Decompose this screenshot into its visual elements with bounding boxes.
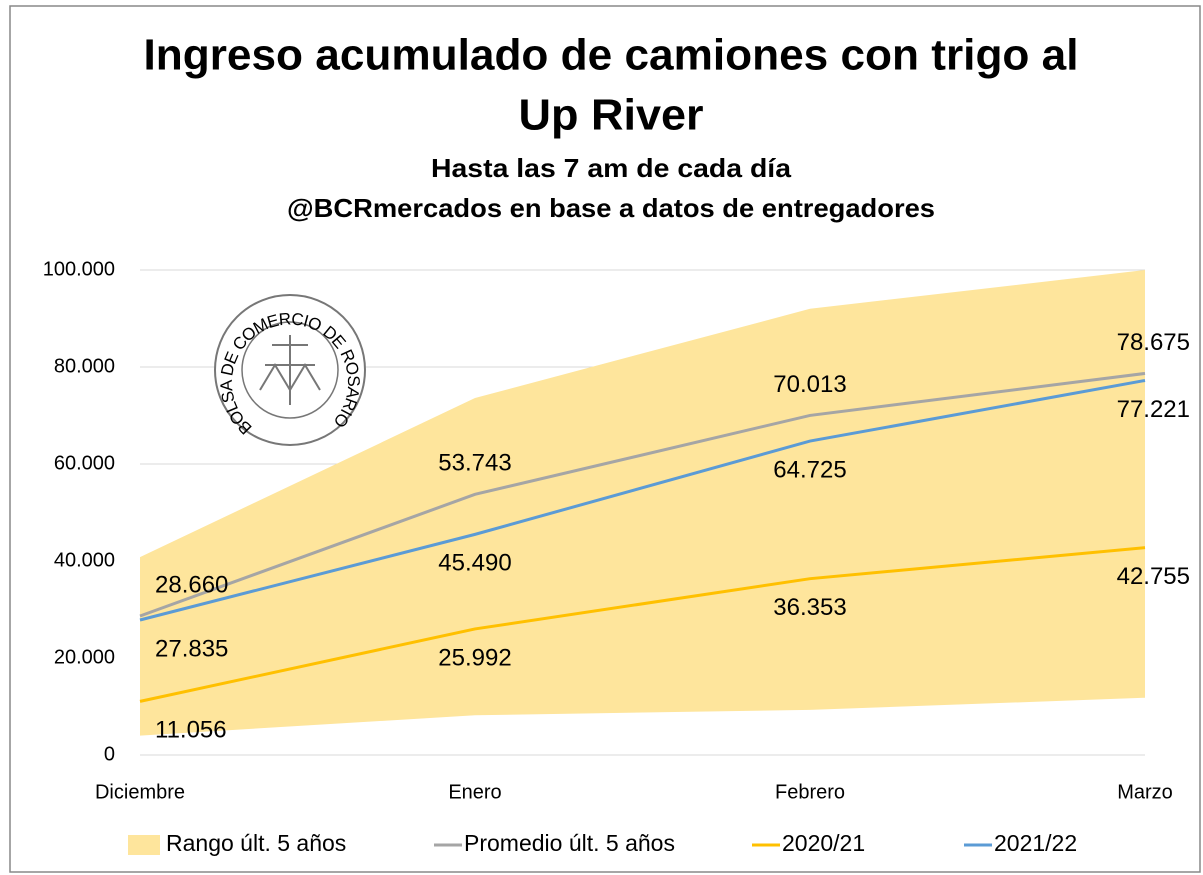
- legend-label: Rango últ. 5 años: [166, 830, 346, 856]
- data-label: 78.675: [1117, 329, 1190, 356]
- data-label: 28.660: [155, 571, 228, 598]
- x-tick-label: Enero: [448, 781, 501, 803]
- data-label: 70.013: [773, 371, 846, 398]
- y-tick-label: 20.000: [54, 646, 115, 668]
- chart-title: Ingreso acumulado de camiones con trigo …: [144, 31, 1079, 80]
- x-tick-label: Febrero: [775, 781, 845, 803]
- legend-swatch: [128, 835, 160, 855]
- series-line: [139, 379, 1146, 622]
- data-label: 53.743: [438, 450, 511, 477]
- legend-label: 2020/21: [782, 830, 865, 856]
- chart-title: Up River: [519, 91, 704, 140]
- legend-label: Promedio últ. 5 años: [464, 830, 675, 856]
- chart-subtitle: @BCRmercados en base a datos de entregad…: [287, 193, 935, 223]
- y-tick-label: 100.000: [43, 258, 115, 280]
- data-label: 64.725: [773, 456, 846, 483]
- y-tick-label: 80.000: [54, 355, 115, 377]
- data-label: 11.056: [155, 717, 227, 744]
- series-line: [139, 546, 1146, 703]
- data-label: 45.490: [438, 550, 511, 577]
- chart-subtitle: Hasta las 7 am de cada día: [431, 153, 792, 183]
- range-area: [140, 270, 1145, 736]
- y-tick-label: 0: [104, 743, 115, 765]
- frame: [9, 5, 1201, 873]
- logo-ring: [241, 321, 339, 419]
- y-tick-label: 60.000: [54, 452, 115, 474]
- data-label: 77.221: [1117, 396, 1190, 423]
- x-tick-label: Marzo: [1117, 781, 1173, 803]
- data-label: 36.353: [773, 594, 846, 621]
- y-tick-label: 40.000: [54, 549, 115, 571]
- logo: BOLSA DE COMERCIO DE ROSARIO: [214, 294, 366, 446]
- legend-label: 2021/22: [994, 830, 1077, 856]
- x-tick-label: Diciembre: [95, 781, 185, 803]
- data-label: 25.992: [438, 644, 511, 671]
- series-line: [139, 371, 1146, 618]
- data-label: 27.835: [155, 635, 228, 662]
- data-label: 42.755: [1117, 563, 1190, 590]
- logo-emblem: [259, 335, 321, 405]
